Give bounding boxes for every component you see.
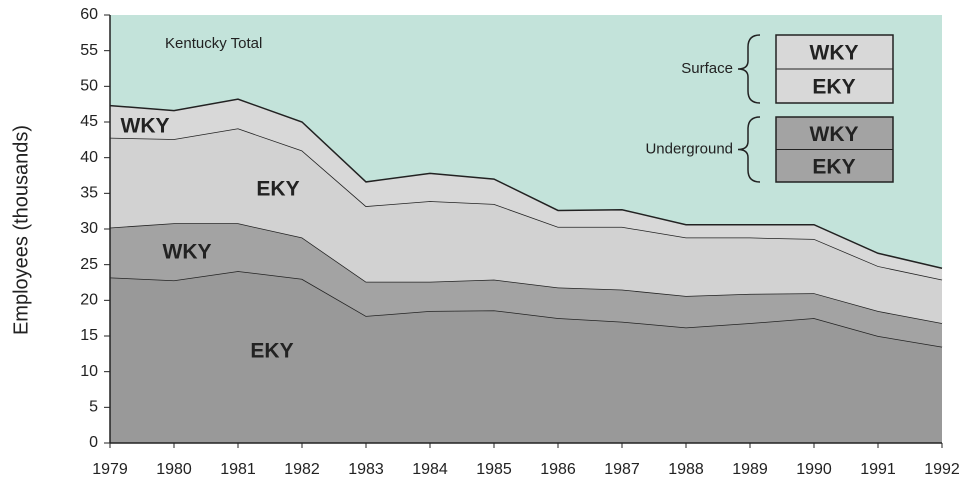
area-label: EKY	[250, 340, 293, 363]
x-tick-label: 1983	[348, 461, 384, 478]
y-tick-label: 45	[80, 113, 98, 130]
y-tick-label: 30	[80, 220, 98, 237]
legend-label: EKY	[812, 155, 855, 178]
y-tick-label: 10	[80, 363, 98, 380]
y-tick-label: 40	[80, 149, 98, 166]
legend-label: WKY	[810, 42, 859, 65]
legend-label: EKY	[812, 76, 855, 99]
area-label: WKY	[121, 115, 170, 138]
y-axis-label: Employees (thousands)	[10, 125, 32, 335]
area-label: WKY	[163, 241, 212, 264]
area	[110, 271, 942, 443]
y-tick-label: 20	[80, 292, 98, 309]
y-tick-label: 55	[80, 42, 98, 59]
x-tick-label: 1982	[284, 461, 320, 478]
legend-group-label: Underground	[645, 140, 733, 157]
x-tick-label: 1992	[924, 461, 960, 478]
legend-label: WKY	[810, 123, 859, 146]
y-tick-label: 25	[80, 256, 98, 273]
x-tick-label: 1989	[732, 461, 768, 478]
x-tick-label: 1984	[412, 461, 448, 478]
area	[110, 99, 942, 280]
x-tick-label: 1981	[220, 461, 256, 478]
annotation: Kentucky Total	[165, 35, 262, 52]
x-tick-label: 1988	[668, 461, 704, 478]
x-tick-label: 1990	[796, 461, 832, 478]
y-tick-label: 50	[80, 78, 98, 95]
x-tick-label: 1987	[604, 461, 640, 478]
area-edge	[109, 98, 943, 269]
area	[110, 223, 942, 347]
x-tick-label: 1991	[860, 461, 896, 478]
y-tick-label: 5	[89, 399, 98, 416]
area	[110, 128, 942, 324]
y-tick-label: 0	[89, 434, 98, 451]
legend-group-label: Surface	[681, 60, 733, 77]
y-tick-label: 15	[80, 327, 98, 344]
x-tick-label: 1986	[540, 461, 576, 478]
y-tick-label: 35	[80, 185, 98, 202]
x-tick-label: 1979	[92, 461, 128, 478]
x-tick-label: 1980	[156, 461, 192, 478]
legend-brace	[737, 116, 761, 183]
y-tick-label: 60	[80, 6, 98, 23]
area-label: EKY	[256, 178, 299, 201]
area-edge	[109, 270, 943, 348]
x-tick-label: 1985	[476, 461, 512, 478]
legend-brace	[737, 34, 761, 104]
